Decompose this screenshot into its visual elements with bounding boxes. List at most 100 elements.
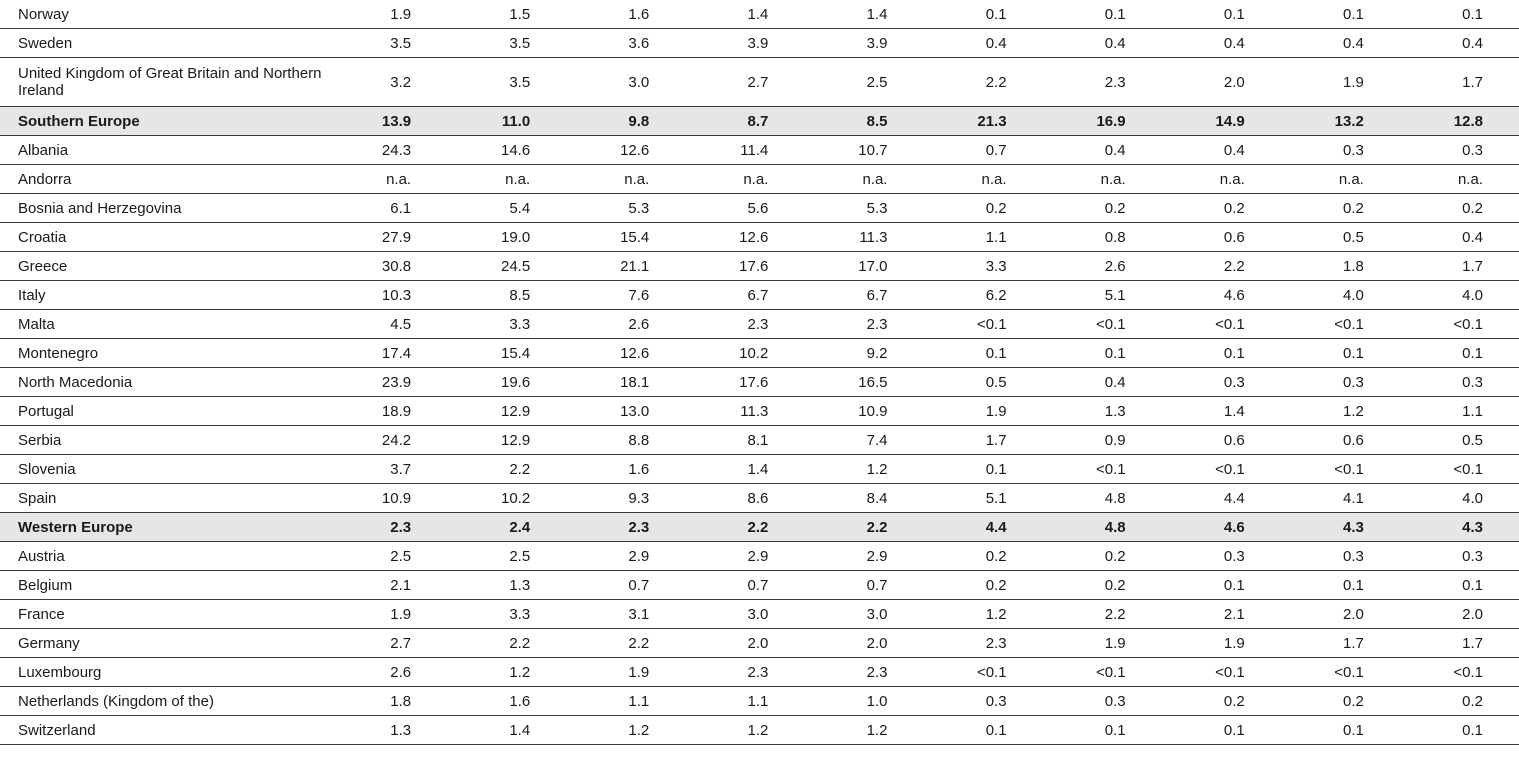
value-cell: 3.3 bbox=[447, 309, 567, 339]
row-label: Bosnia and Herzegovina bbox=[0, 193, 328, 223]
value-cell: 0.3 bbox=[1161, 367, 1281, 397]
value-cell: 0.1 bbox=[1399, 715, 1519, 745]
value-cell: 0.4 bbox=[1280, 28, 1400, 58]
value-cell: 2.2 bbox=[566, 628, 686, 658]
value-cell: 12.6 bbox=[566, 135, 686, 165]
table-row: Albania 24.3 14.6 12.6 11.4 10.7 0.7 0.4 0.4 0.3 0… bbox=[0, 135, 1519, 165]
value-cell: 1.9 bbox=[1280, 57, 1400, 107]
value-cell: n.a. bbox=[1280, 164, 1400, 194]
value-cell: 3.2 bbox=[328, 57, 448, 107]
row-label: Netherlands (Kingdom of the) bbox=[0, 686, 328, 716]
value-cell: 1.4 bbox=[1161, 396, 1281, 426]
value-cell: 2.2 bbox=[685, 512, 805, 542]
row-label: United Kingdom of Great Britain and Nort… bbox=[0, 57, 328, 107]
value-cell: 0.1 bbox=[1280, 570, 1400, 600]
value-cell: 0.2 bbox=[1280, 193, 1400, 223]
value-cell: 1.2 bbox=[804, 454, 924, 484]
value-cell: 1.2 bbox=[923, 599, 1043, 629]
value-cell: 8.4 bbox=[804, 483, 924, 513]
value-cell: 0.4 bbox=[1161, 28, 1281, 58]
value-cell: 2.6 bbox=[1042, 251, 1162, 281]
value-cell: 3.9 bbox=[685, 28, 805, 58]
value-cell: 0.2 bbox=[1042, 541, 1162, 571]
value-cell: n.a. bbox=[923, 164, 1043, 194]
value-cell: 24.2 bbox=[328, 425, 448, 455]
value-cell: <0.1 bbox=[1161, 309, 1281, 339]
value-cell: 9.3 bbox=[566, 483, 686, 513]
value-cell: 8.5 bbox=[804, 106, 924, 136]
table-row: Malta 4.5 3.3 2.6 2.3 2.3 <0.1 <0.1 <0.1 <0.1 <0.1 bbox=[0, 309, 1519, 339]
value-cell: 2.3 bbox=[685, 657, 805, 687]
table-row: Italy 10.3 8.5 7.6 6.7 6.7 6.2 5.1 4.6 4.0 4.0 bbox=[0, 280, 1519, 310]
value-cell: 5.1 bbox=[923, 483, 1043, 513]
value-cell: 2.3 bbox=[685, 309, 805, 339]
value-cell: 4.4 bbox=[923, 512, 1043, 542]
value-cell: 0.1 bbox=[1280, 0, 1400, 29]
table-row: Spain 10.9 10.2 9.3 8.6 8.4 5.1 4.8 4.4 4.1 4.0 bbox=[0, 483, 1519, 513]
row-label: Albania bbox=[0, 135, 328, 165]
value-cell: 3.5 bbox=[447, 57, 567, 107]
value-cell: 0.1 bbox=[923, 0, 1043, 29]
value-cell: 5.1 bbox=[1042, 280, 1162, 310]
value-cell: 4.8 bbox=[1042, 483, 1162, 513]
row-label: Luxembourg bbox=[0, 657, 328, 687]
value-cell: 8.5 bbox=[447, 280, 567, 310]
value-cell: 2.0 bbox=[804, 628, 924, 658]
value-cell: 4.6 bbox=[1161, 280, 1281, 310]
value-cell: 2.2 bbox=[1042, 599, 1162, 629]
value-cell: 0.2 bbox=[1399, 686, 1519, 716]
value-cell: 1.2 bbox=[447, 657, 567, 687]
value-cell: 14.6 bbox=[447, 135, 567, 165]
row-label: Malta bbox=[0, 309, 328, 339]
value-cell: 1.1 bbox=[923, 222, 1043, 252]
value-cell: 0.5 bbox=[1399, 425, 1519, 455]
value-cell: 8.7 bbox=[685, 106, 805, 136]
value-cell: 1.4 bbox=[685, 0, 805, 29]
value-cell: <0.1 bbox=[1399, 454, 1519, 484]
value-cell: 0.2 bbox=[923, 570, 1043, 600]
value-cell: 2.5 bbox=[804, 57, 924, 107]
value-cell: 15.4 bbox=[447, 338, 567, 368]
value-cell: 2.0 bbox=[1280, 599, 1400, 629]
value-cell: n.a. bbox=[447, 164, 567, 194]
value-cell: 0.1 bbox=[1161, 338, 1281, 368]
value-cell: 18.9 bbox=[328, 396, 448, 426]
value-cell: 5.3 bbox=[566, 193, 686, 223]
value-cell: 17.6 bbox=[685, 367, 805, 397]
value-cell: 6.7 bbox=[804, 280, 924, 310]
value-cell: 4.0 bbox=[1280, 280, 1400, 310]
value-cell: 0.1 bbox=[1042, 715, 1162, 745]
value-cell: 0.4 bbox=[1042, 135, 1162, 165]
value-cell: 8.8 bbox=[566, 425, 686, 455]
value-cell: 1.9 bbox=[328, 599, 448, 629]
value-cell: 0.1 bbox=[1399, 570, 1519, 600]
value-cell: 0.2 bbox=[1280, 686, 1400, 716]
value-cell: 4.4 bbox=[1161, 483, 1281, 513]
value-cell: 0.7 bbox=[923, 135, 1043, 165]
table-row: Croatia 27.9 19.0 15.4 12.6 11.3 1.1 0.8 0.6 0.5 0… bbox=[0, 222, 1519, 252]
value-cell: 0.3 bbox=[923, 686, 1043, 716]
value-cell: 0.2 bbox=[923, 193, 1043, 223]
value-cell: 3.0 bbox=[804, 599, 924, 629]
row-label: North Macedonia bbox=[0, 367, 328, 397]
value-cell: 2.3 bbox=[923, 628, 1043, 658]
value-cell: 0.1 bbox=[1399, 0, 1519, 29]
value-cell: <0.1 bbox=[1161, 454, 1281, 484]
value-cell: <0.1 bbox=[1161, 657, 1281, 687]
value-cell: 0.4 bbox=[1042, 28, 1162, 58]
value-cell: 3.5 bbox=[328, 28, 448, 58]
value-cell: 2.5 bbox=[328, 541, 448, 571]
table-row: Bosnia and Herzegovina 6.1 5.4 5.3 5.6 5.3 0.2… bbox=[0, 193, 1519, 223]
value-cell: 0.3 bbox=[1280, 367, 1400, 397]
value-cell: 8.6 bbox=[685, 483, 805, 513]
region-row: Southern Europe 13.9 11.0 9.8 8.7 8.5 21.3 16.9… bbox=[0, 106, 1519, 136]
row-label: Greece bbox=[0, 251, 328, 281]
value-cell: 4.5 bbox=[328, 309, 448, 339]
value-cell: 1.7 bbox=[923, 425, 1043, 455]
row-label: Belgium bbox=[0, 570, 328, 600]
value-cell: 1.3 bbox=[447, 570, 567, 600]
value-cell: 2.9 bbox=[566, 541, 686, 571]
value-cell: 0.2 bbox=[923, 541, 1043, 571]
value-cell: 2.7 bbox=[328, 628, 448, 658]
